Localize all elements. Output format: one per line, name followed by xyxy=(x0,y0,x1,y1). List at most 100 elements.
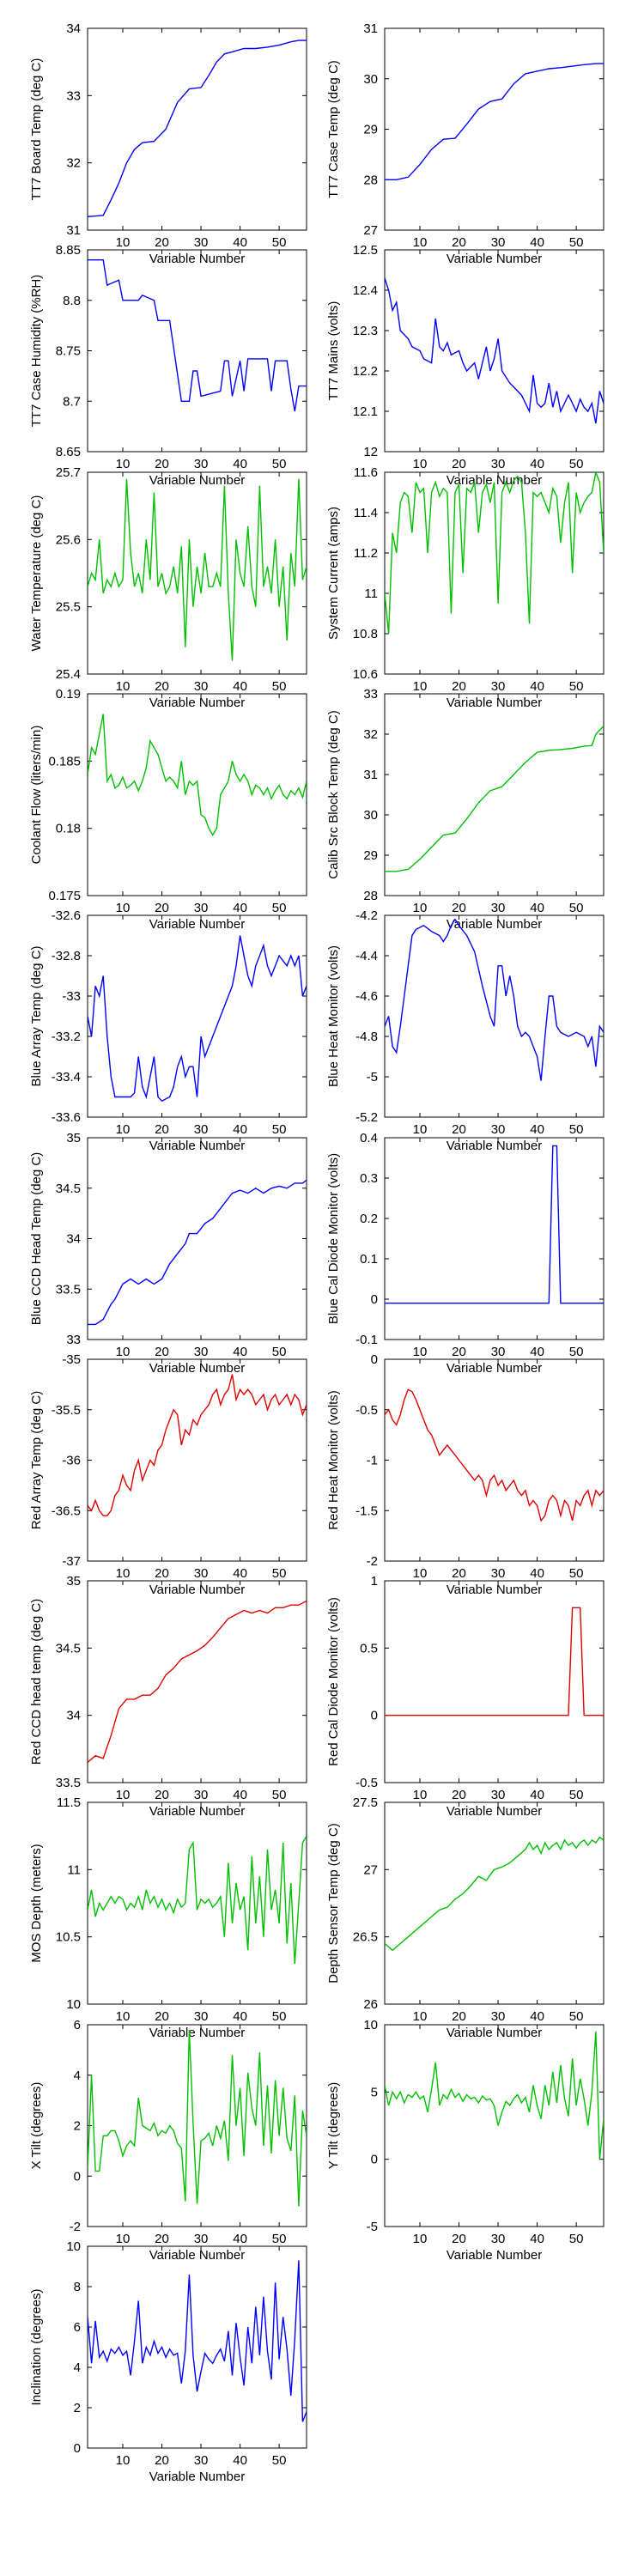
x-tick-label: 10 xyxy=(413,1345,428,1359)
x-tick-label: 50 xyxy=(272,679,287,694)
x-tick-label: 20 xyxy=(452,2009,466,2024)
x-axis-label: Variable Number xyxy=(149,252,245,266)
y-tick-label: 1 xyxy=(371,1574,378,1589)
series-line xyxy=(88,935,307,1103)
x-tick-label: 40 xyxy=(530,1566,544,1581)
x-tick-label: 50 xyxy=(272,1788,287,1802)
series-line xyxy=(88,714,307,836)
y-tick-label: 0.175 xyxy=(48,889,81,903)
series-line xyxy=(88,2029,307,2207)
series-line xyxy=(88,478,307,661)
y-tick-label: 11.2 xyxy=(354,546,378,561)
x-tick-label: 40 xyxy=(233,1345,247,1359)
x-tick-label: 10 xyxy=(116,2453,131,2468)
x-tick-label: 30 xyxy=(491,1122,506,1137)
chart-panel-5: 25.4 25.5 25.6 25.7 10 20 30 40 50 Variable Numbe… xyxy=(29,465,307,710)
x-tick-label: 20 xyxy=(155,2009,169,2024)
plot-frame xyxy=(87,693,307,896)
y-tick-label: -2 xyxy=(70,2220,81,2234)
x-tick-label: 40 xyxy=(530,457,544,471)
y-tick-label: 0 xyxy=(371,1352,378,1367)
y-tick-label: 34 xyxy=(66,1232,81,1247)
y-tick-label: 0.18 xyxy=(56,822,81,836)
y-tick-label: -37 xyxy=(62,1554,81,1569)
x-tick-label: 20 xyxy=(155,1345,169,1359)
y-axis-label: X Tilt (degrees) xyxy=(29,2082,44,2170)
x-tick-label: 50 xyxy=(272,2453,287,2468)
x-axis-label: Variable Number xyxy=(447,252,542,266)
x-tick-label: 40 xyxy=(233,1122,247,1137)
y-tick-label: 30 xyxy=(363,808,378,823)
x-tick-label: 50 xyxy=(569,235,584,250)
series-line xyxy=(385,2031,604,2160)
chart-panel-18: 26 26.5 27 27.5 10 20 30 40 50 Variable Number Dep… xyxy=(326,1795,605,2040)
chart-panel-3: 8.65 8.7 8.75 8.8 8.85 10 20 30 40 50 Variable Num… xyxy=(29,243,307,488)
y-tick-label: 0.3 xyxy=(360,1171,378,1186)
x-tick-label: 50 xyxy=(569,457,584,471)
x-tick-label: 40 xyxy=(530,235,544,250)
x-tick-label: 40 xyxy=(233,901,247,915)
x-tick-label: 20 xyxy=(155,901,169,915)
y-tick-label: 6 xyxy=(74,2018,81,2032)
y-tick-label: 28 xyxy=(363,889,378,903)
plot-frame xyxy=(384,27,605,231)
y-tick-label: 33.5 xyxy=(56,1776,81,1790)
y-tick-label: -0.5 xyxy=(355,1403,378,1418)
series-line xyxy=(88,259,307,412)
y-tick-label: 10.5 xyxy=(56,1930,81,1945)
x-tick-label: 40 xyxy=(233,1788,247,1802)
y-tick-label: 0.5 xyxy=(360,1641,378,1656)
plot-frame xyxy=(384,2024,605,2227)
series-line xyxy=(385,472,604,635)
y-tick-label: 8 xyxy=(74,2280,81,2294)
y-tick-label: 28 xyxy=(363,173,378,187)
y-tick-label: 12 xyxy=(363,445,378,459)
plot-frame xyxy=(384,1358,605,1562)
y-tick-label: 11 xyxy=(364,586,378,601)
x-tick-label: 10 xyxy=(116,235,131,250)
x-tick-label: 50 xyxy=(569,1345,584,1359)
x-tick-label: 30 xyxy=(194,2009,209,2024)
x-tick-label: 10 xyxy=(413,1566,428,1581)
y-tick-label: 29 xyxy=(363,123,378,137)
x-tick-label: 40 xyxy=(233,457,247,471)
plot-frame xyxy=(384,471,605,675)
y-axis-label: Inclination (degrees) xyxy=(29,2289,44,2406)
y-tick-label: 0.185 xyxy=(48,754,81,769)
x-tick-label: 10 xyxy=(116,1345,131,1359)
y-tick-label: 8.7 xyxy=(63,394,81,409)
y-axis-label: TT7 Board Temp (deg C) xyxy=(29,58,44,201)
y-tick-label: -33 xyxy=(62,989,81,1004)
x-tick-label: 20 xyxy=(155,2232,169,2246)
y-tick-label: 34.5 xyxy=(56,1182,81,1196)
x-tick-label: 10 xyxy=(413,2009,428,2024)
x-axis-label: Variable Number xyxy=(447,1583,542,1597)
y-tick-label: 12.5 xyxy=(353,243,378,258)
series-line xyxy=(88,1600,307,1764)
y-tick-label: 31 xyxy=(363,21,378,36)
x-axis-label: Variable Number xyxy=(447,696,542,710)
y-tick-label: 8.65 xyxy=(56,445,81,459)
y-axis-label: Red Cal Diode Monitor (volts) xyxy=(326,1597,341,1766)
x-tick-label: 10 xyxy=(413,457,428,471)
plot-frame xyxy=(87,914,307,1118)
series-line xyxy=(385,726,604,872)
x-tick-label: 10 xyxy=(413,679,428,694)
y-tick-label: 8.85 xyxy=(56,243,81,258)
y-tick-label: 34 xyxy=(66,21,81,36)
y-tick-label: 27 xyxy=(363,1862,378,1877)
chart-panel-14: -2 -1.5 -1 -0.5 0 10 20 30 40 50 Variable Number Re… xyxy=(326,1352,605,1597)
y-tick-label: -32.8 xyxy=(52,949,81,963)
x-tick-label: 20 xyxy=(155,2453,169,2468)
x-tick-label: 40 xyxy=(233,235,247,250)
plot-frame xyxy=(87,2245,307,2449)
y-tick-label: 10 xyxy=(363,2018,378,2032)
plot-frame xyxy=(384,914,605,1118)
y-tick-label: -5 xyxy=(367,2220,378,2234)
y-tick-label: 2 xyxy=(74,2401,81,2415)
x-tick-label: 10 xyxy=(413,1788,428,1802)
y-tick-label: 29 xyxy=(363,848,378,863)
x-tick-label: 10 xyxy=(413,901,428,915)
plot-frame xyxy=(87,1358,307,1562)
